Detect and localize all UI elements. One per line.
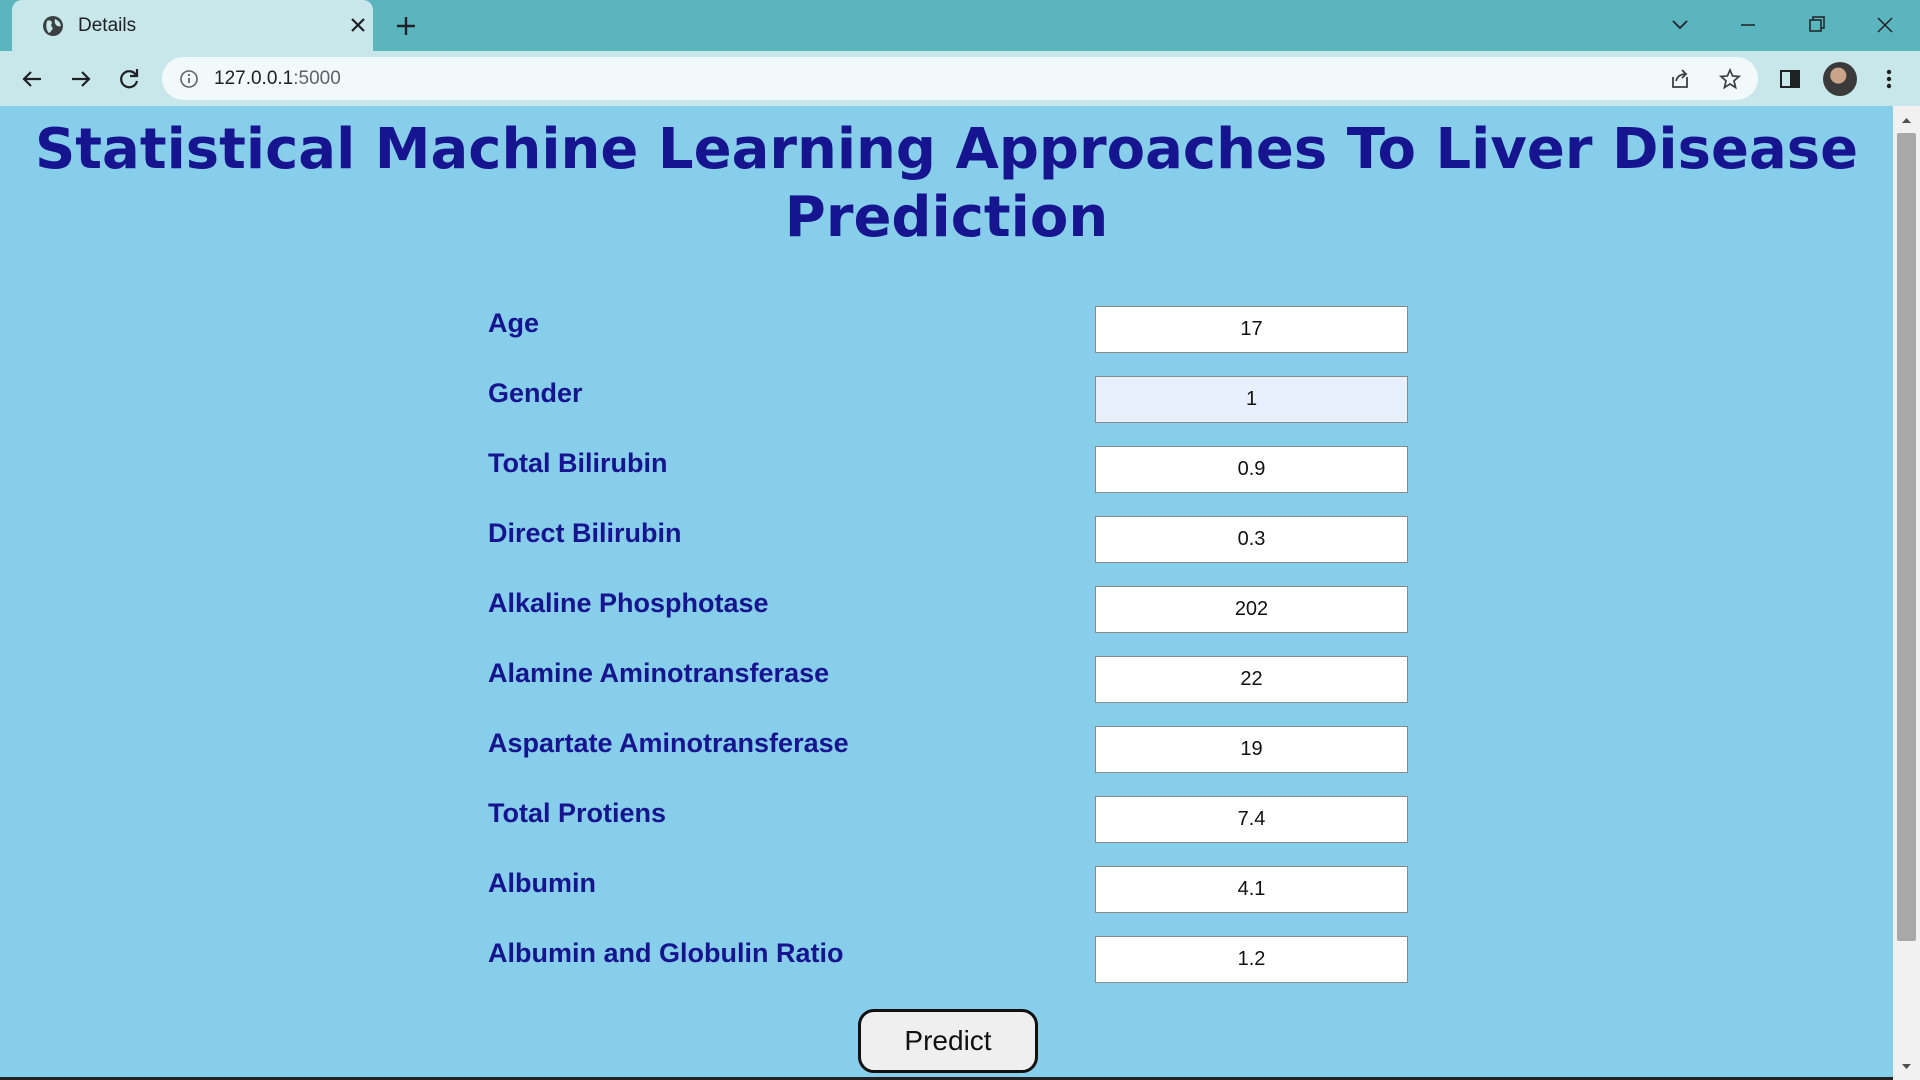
globe-icon — [43, 16, 63, 36]
plus-icon[interactable] — [393, 13, 419, 39]
albumin-input[interactable] — [1095, 866, 1408, 913]
url-host: 127.0.0.1 — [214, 68, 294, 89]
scroll-down-icon[interactable] — [1900, 1060, 1913, 1073]
albumin-label: Albumin — [488, 868, 596, 898]
browser-tab[interactable]: Details — [12, 0, 373, 51]
scroll-thumb[interactable] — [1897, 133, 1916, 941]
aspartate-aminotransferase-input[interactable] — [1095, 726, 1408, 773]
info-icon[interactable] — [178, 68, 200, 90]
close-icon[interactable] — [347, 14, 369, 36]
form-row-alkaline-phosphotase: Alkaline Phosphotase — [488, 586, 1408, 633]
gender-input[interactable] — [1095, 376, 1408, 423]
total-bilirubin-input[interactable] — [1095, 446, 1408, 493]
form-row-ag-ratio: Albumin and Globulin Ratio — [488, 936, 1408, 983]
gender-label: Gender — [488, 378, 583, 408]
chevron-down-icon[interactable] — [1665, 10, 1695, 40]
kebab-menu-icon[interactable] — [1874, 64, 1904, 94]
window-bottom-border — [0, 1077, 1893, 1080]
browser-toolbar: 127.0.0.1:5000 — [0, 51, 1920, 106]
form-row-total-protiens: Total Protiens — [488, 796, 1408, 843]
restore-icon[interactable] — [1802, 10, 1832, 40]
form-row-direct-bilirubin: Direct Bilirubin — [488, 516, 1408, 563]
ag-ratio-input[interactable] — [1095, 936, 1408, 983]
share-icon[interactable] — [1668, 67, 1692, 91]
direct-bilirubin-input[interactable] — [1095, 516, 1408, 563]
side-panel-icon[interactable] — [1775, 64, 1805, 94]
ag-ratio-label: Albumin and Globulin Ratio — [488, 938, 844, 968]
tab-strip: Details — [0, 0, 1920, 51]
reload-icon[interactable] — [114, 64, 144, 94]
url-port: :5000 — [293, 68, 341, 89]
form-row-aspartate-aminotransferase: Aspartate Aminotransferase — [488, 726, 1408, 773]
form-row-alamine-aminotransferase: Alamine Aminotransferase — [488, 656, 1408, 703]
minimize-icon[interactable] — [1733, 10, 1763, 40]
age-input[interactable] — [1095, 306, 1408, 353]
alkaline-phosphotase-input[interactable] — [1095, 586, 1408, 633]
url-text[interactable]: 127.0.0.1:5000 — [214, 68, 341, 90]
age-label: Age — [488, 308, 540, 338]
total-bilirubin-label: Total Bilirubin — [488, 448, 668, 478]
scrollbar[interactable] — [1893, 106, 1920, 1080]
page-content: Statistical Machine Learning Approaches … — [0, 106, 1893, 1080]
predict-button[interactable]: Predict — [858, 1009, 1038, 1073]
alkaline-phosphotase-label: Alkaline Phosphotase — [488, 588, 769, 618]
form-row-gender: Gender — [488, 376, 1408, 423]
form-row-total-bilirubin: Total Bilirubin — [488, 446, 1408, 493]
scroll-up-icon[interactable] — [1900, 114, 1913, 127]
alamine-aminotransferase-label: Alamine Aminotransferase — [488, 658, 830, 688]
star-icon[interactable] — [1718, 67, 1742, 91]
window-close-icon[interactable] — [1870, 10, 1900, 40]
form-row-age: Age — [488, 306, 1408, 353]
alamine-aminotransferase-input[interactable] — [1095, 656, 1408, 703]
total-protiens-input[interactable] — [1095, 796, 1408, 843]
back-icon[interactable] — [17, 64, 47, 94]
page-title: Statistical Machine Learning Approaches … — [34, 117, 1859, 250]
avatar[interactable] — [1823, 62, 1857, 96]
forward-icon[interactable] — [66, 64, 96, 94]
direct-bilirubin-label: Direct Bilirubin — [488, 518, 682, 548]
address-bar[interactable]: 127.0.0.1:5000 — [162, 57, 1758, 100]
total-protiens-label: Total Protiens — [488, 798, 667, 828]
tab-title: Details — [78, 15, 137, 36]
aspartate-aminotransferase-label: Aspartate Aminotransferase — [488, 728, 849, 758]
form-row-albumin: Albumin — [488, 866, 1408, 913]
